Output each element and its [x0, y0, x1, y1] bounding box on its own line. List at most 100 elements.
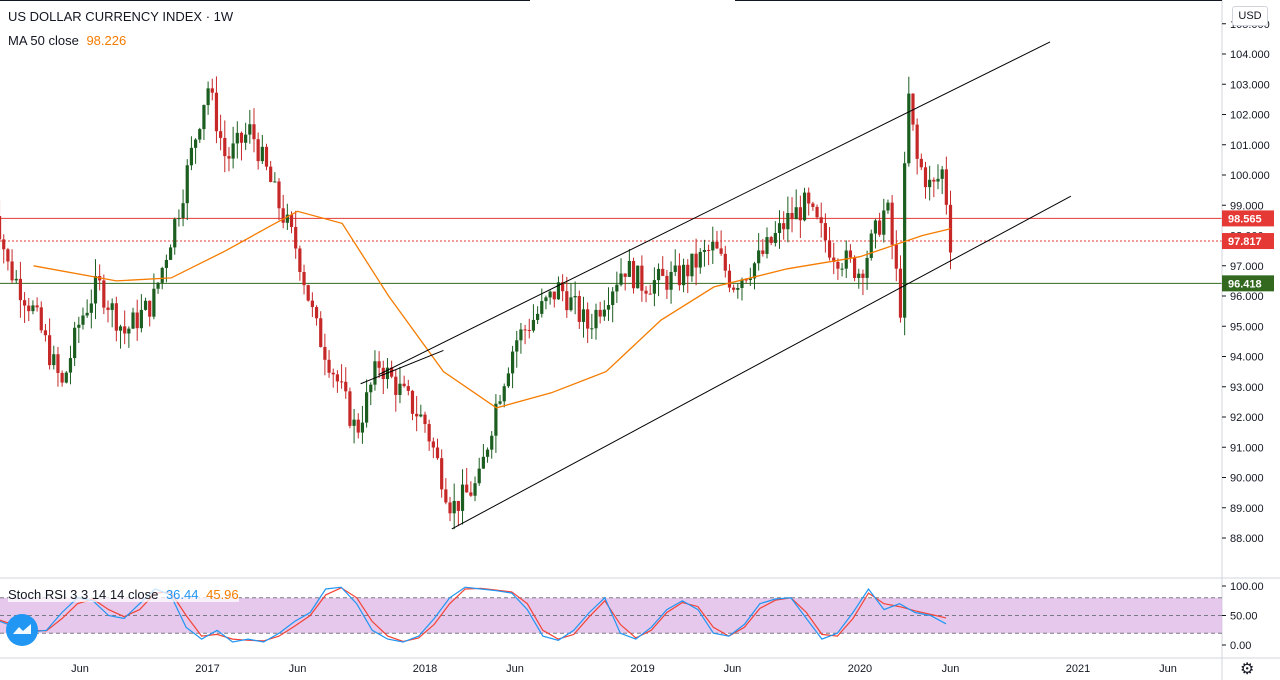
candle-body: [77, 324, 81, 328]
candle-body: [677, 265, 682, 286]
candle-body: [878, 220, 882, 235]
candle-body: [740, 279, 744, 289]
candle-body: [173, 219, 177, 248]
candle-body: [239, 132, 244, 143]
candle-body: [702, 249, 707, 252]
candle-body: [807, 192, 811, 204]
candle-body: [477, 468, 481, 484]
candle-body: [848, 250, 853, 258]
price-tick-label: 99.000: [1230, 200, 1264, 212]
candle-body: [356, 419, 360, 433]
stoch-rsi-pane: 100.00 50.00 0.00: [0, 581, 1264, 652]
candle-body: [552, 291, 556, 300]
price-level-tags: 98.565 97.817 96.418: [1222, 210, 1274, 292]
candle-body: [273, 181, 277, 183]
candle-body: [656, 268, 661, 281]
price-tick-label: 96.000: [1230, 291, 1264, 303]
candle-body: [390, 367, 394, 377]
candle-body: [456, 500, 460, 511]
currency-button[interactable]: USD: [1232, 6, 1268, 26]
candle-body: [802, 192, 807, 221]
time-axis[interactable]: Jun 2017 Jun 2018 Jun 2019 Jun 2020 Jun 2021 Jun: [71, 663, 1177, 675]
candle-body: [135, 312, 139, 329]
candle-body: [502, 386, 506, 402]
candle-body: [811, 203, 815, 207]
candle-body: [519, 329, 523, 341]
candle-body: [494, 403, 498, 436]
candle-body: [423, 414, 427, 425]
stoch-d-value: 45.96: [206, 587, 239, 602]
candle-body: [752, 263, 757, 279]
candle-body: [177, 218, 181, 220]
candle-body: [143, 300, 148, 310]
candle-body: [248, 124, 252, 135]
ma-label: MA 50 close: [8, 33, 79, 48]
candle-body: [406, 386, 410, 391]
candle-body: [561, 282, 565, 292]
tradingview-logo-icon[interactable]: [6, 614, 38, 646]
candle-body: [231, 143, 235, 159]
candle-body: [164, 259, 168, 268]
candle-body: [932, 179, 936, 182]
candle-body: [73, 327, 77, 359]
candle-body: [786, 213, 790, 230]
candle-body: [611, 291, 615, 306]
candle-body: [131, 312, 135, 329]
candle-body: [865, 257, 869, 278]
candle-body: [89, 303, 93, 313]
candle-body: [473, 483, 477, 496]
candle-body: [761, 250, 765, 254]
candle-body: [160, 267, 164, 283]
chart-title[interactable]: US DOLLAR CURRENCY INDEX · 1W: [8, 9, 234, 24]
oscillator-label: Stoch RSI 3 3 14 14 close: [8, 587, 159, 602]
candle-body: [381, 367, 385, 380]
trendline-inner-line: [360, 349, 444, 385]
candle-body: [744, 279, 748, 281]
candle-body: [485, 449, 490, 457]
stoch-tick-label: 50.00: [1230, 611, 1258, 623]
stoch-tick-label: 100.00: [1230, 581, 1264, 593]
time-tick-label: Jun: [724, 663, 742, 675]
horizontal-levels: [0, 217, 1222, 284]
candle-body: [757, 250, 761, 264]
candle-body: [440, 458, 444, 490]
candle-body: [565, 291, 569, 311]
candle-body: [118, 326, 123, 331]
candle-body: [319, 318, 323, 347]
candle-body: [882, 210, 886, 235]
candle-body: [894, 244, 898, 269]
candle-body: [873, 220, 878, 234]
candle-body: [698, 251, 702, 268]
candle-body: [819, 217, 823, 224]
price-level-tag-label: 96.418: [1228, 278, 1262, 290]
candle-body: [264, 146, 269, 167]
candle-body: [244, 134, 248, 143]
candle-body: [836, 261, 840, 269]
candle-body: [669, 271, 673, 290]
candle-body: [14, 278, 18, 281]
price-tick-label: 91.000: [1230, 442, 1264, 454]
candle-body: [444, 489, 448, 503]
candle-body: [652, 280, 656, 294]
candle-body: [402, 383, 406, 387]
candle-body: [790, 213, 794, 220]
candle-body: [114, 303, 118, 331]
gear-icon[interactable]: ⚙: [1240, 661, 1255, 678]
candle-body: [81, 315, 85, 325]
candle-body: [398, 383, 402, 395]
candle-body: [915, 124, 919, 159]
candle-body: [536, 313, 540, 320]
candle-body: [911, 93, 915, 125]
candle-body: [707, 249, 711, 251]
price-tick-label: 95.000: [1230, 321, 1264, 333]
time-tick-label: Jun: [71, 663, 89, 675]
candle-body: [93, 275, 98, 304]
candle-body: [260, 146, 264, 162]
candle-body: [189, 147, 194, 166]
candle-body: [2, 239, 6, 250]
candle-body: [235, 132, 239, 144]
trendlines: [360, 41, 1072, 530]
candle-body: [627, 260, 631, 277]
candle-body: [339, 381, 344, 383]
